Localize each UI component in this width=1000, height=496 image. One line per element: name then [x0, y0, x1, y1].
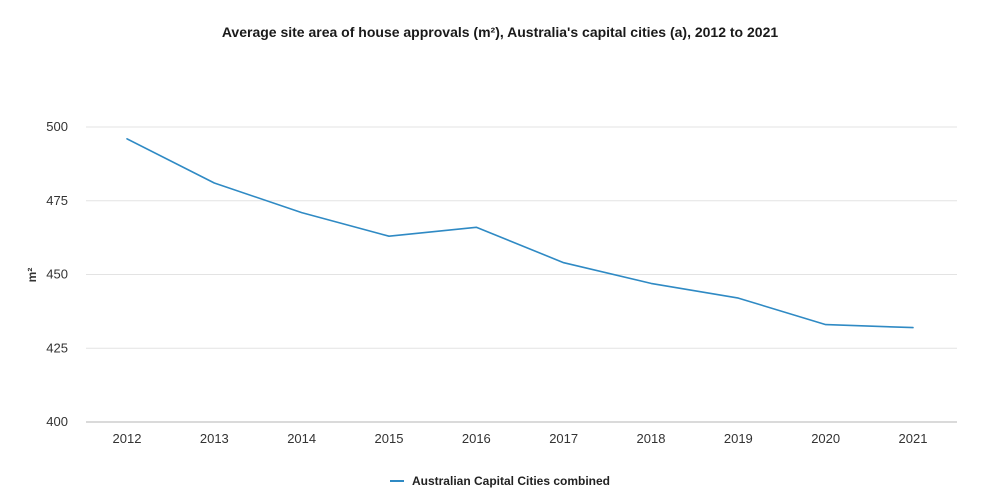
x-tick-label: 2014: [287, 431, 316, 446]
x-tick-label: 2016: [462, 431, 491, 446]
legend[interactable]: Australian Capital Cities combined: [0, 474, 1000, 488]
data-point[interactable]: [561, 260, 566, 265]
data-point[interactable]: [387, 234, 392, 239]
axes: 400 425 450 475 500 2012 2013 2014 2015 2016 2017 2…: [46, 119, 927, 446]
legend-label: Australian Capital Cities combined: [411, 474, 611, 488]
legend-swatch: [389, 480, 404, 482]
data-point[interactable]: [299, 210, 304, 215]
series-line[interactable]: [126, 138, 914, 329]
y-tick-label: 425: [46, 340, 68, 355]
chart-title: Average site area of house approvals (m²…: [221, 24, 779, 40]
x-tick-label: 2015: [375, 431, 404, 446]
y-tick-label: 500: [46, 119, 68, 134]
x-tick-label: 2013: [200, 431, 229, 446]
data-point[interactable]: [823, 322, 828, 327]
data-point[interactable]: [736, 296, 741, 301]
x-tick-label: 2012: [113, 431, 142, 446]
x-tick-label: 2017: [549, 431, 578, 446]
data-point[interactable]: [474, 225, 479, 230]
series-layer: [125, 136, 916, 330]
data-point[interactable]: [911, 325, 916, 330]
data-point[interactable]: [212, 181, 217, 186]
y-tick-label: 475: [46, 193, 68, 208]
data-point[interactable]: [125, 136, 130, 141]
x-tick-label: 2018: [637, 431, 666, 446]
x-tick-label: 2019: [724, 431, 753, 446]
data-point[interactable]: [649, 281, 654, 286]
x-tick-label: 2021: [899, 431, 928, 446]
x-tick-label: 2020: [811, 431, 840, 446]
gridlines: [86, 126, 957, 423]
y-tick-label: 450: [46, 267, 68, 282]
y-tick-label: 400: [46, 414, 68, 429]
